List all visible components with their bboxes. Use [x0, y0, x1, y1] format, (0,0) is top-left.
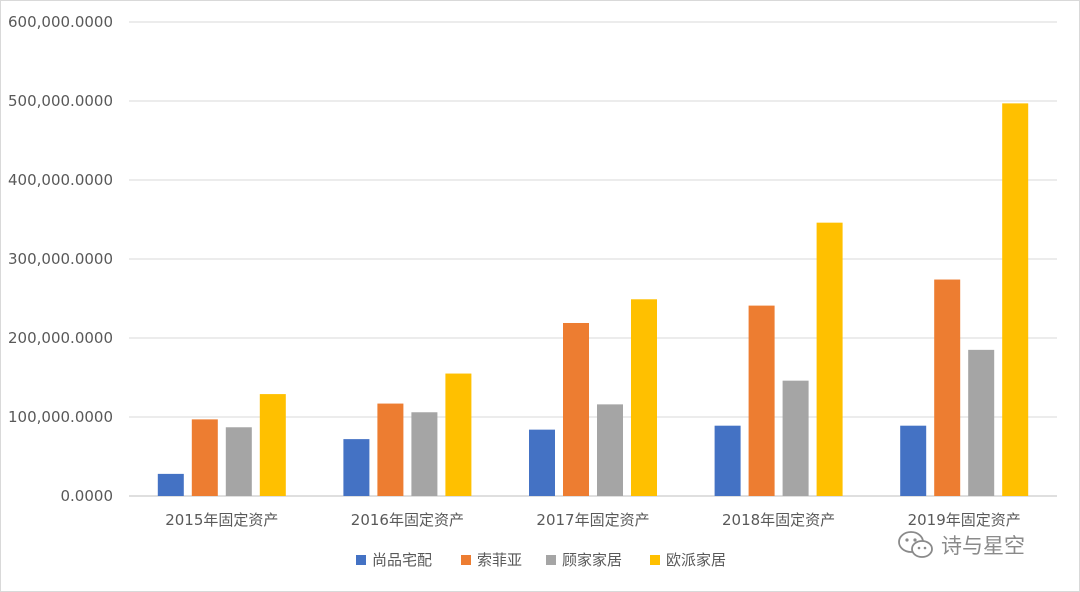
bar [782, 380, 809, 496]
bar [343, 439, 370, 496]
bar [411, 412, 438, 496]
legend-swatch [356, 555, 366, 565]
y-tick-label: 400,000.0000 [8, 171, 113, 189]
bar [597, 404, 623, 496]
y-tick-label: 500,000.0000 [8, 92, 113, 110]
x-tick-label: 2018年固定资产 [722, 511, 835, 529]
bar [157, 473, 184, 496]
legend-label: 尚品宅配 [372, 551, 432, 569]
x-tick-label: 2016年固定资产 [351, 511, 464, 529]
y-tick-label: 300,000.0000 [8, 250, 113, 268]
bar [748, 305, 775, 496]
bar [445, 373, 472, 496]
y-tick-label: 0.0000 [61, 487, 114, 505]
x-tick-label: 2017年固定资产 [536, 511, 649, 529]
bar [191, 419, 218, 496]
bar [714, 425, 741, 496]
y-tick-label: 100,000.0000 [8, 408, 113, 426]
bar [968, 349, 995, 496]
wechat-icon [898, 531, 933, 558]
x-tick-label: 2015年固定资产 [165, 511, 278, 529]
bar [563, 322, 589, 496]
legend-swatch [650, 555, 660, 565]
legend-swatch [546, 555, 556, 565]
legend-label: 欧派家居 [666, 551, 726, 569]
bar [259, 394, 286, 496]
bar [900, 425, 927, 496]
bar [1002, 103, 1029, 497]
bar [934, 279, 961, 496]
bar [529, 429, 555, 496]
watermark-text: 诗与星空 [941, 534, 1025, 558]
y-tick-label: 600,000.0000 [8, 13, 113, 31]
bar [225, 427, 252, 496]
legend-label: 索菲亚 [477, 551, 522, 569]
bar [377, 403, 404, 496]
x-tick-label: 2019年固定资产 [908, 511, 1021, 529]
bar [816, 222, 843, 496]
bar [631, 299, 657, 496]
watermark: 诗与星空 [897, 528, 1025, 562]
y-tick-label: 200,000.0000 [8, 329, 113, 347]
legend-swatch [461, 555, 471, 565]
legend-label: 顾家家居 [562, 551, 622, 569]
